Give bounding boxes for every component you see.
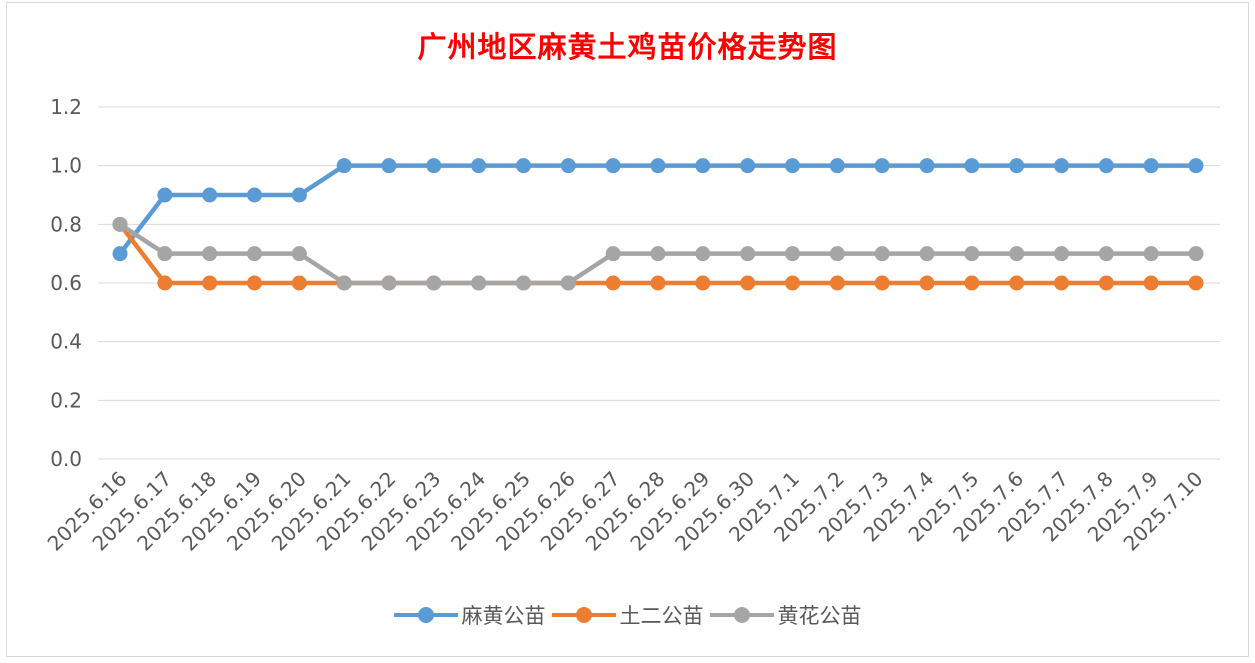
data-point xyxy=(560,158,576,174)
data-point xyxy=(336,275,352,291)
data-point xyxy=(605,275,621,291)
legend-swatch xyxy=(393,606,458,624)
legend-item: 黄花公苗 xyxy=(709,600,862,630)
data-point xyxy=(650,275,666,291)
data-point xyxy=(1098,158,1114,174)
data-point xyxy=(605,158,621,174)
series-3 xyxy=(112,216,1204,291)
data-point xyxy=(874,246,890,262)
y-tick-label: 1.2 xyxy=(50,95,82,119)
x-axis-ticks: 2025.6.162025.6.172025.6.182025.6.192025… xyxy=(43,467,1208,556)
y-axis-ticks: 0.0 0.2 0.4 0.6 0.8 1.0 1.2 xyxy=(50,95,82,471)
data-point xyxy=(1188,246,1204,262)
data-point xyxy=(1009,275,1025,291)
data-point xyxy=(291,187,307,203)
data-point xyxy=(605,246,621,262)
series-line xyxy=(117,163,1199,256)
data-point xyxy=(919,158,935,174)
data-point xyxy=(247,187,262,203)
data-point xyxy=(247,275,262,291)
data-point xyxy=(112,216,128,232)
legend-label: 麻黄公苗 xyxy=(461,604,546,628)
data-point xyxy=(202,246,218,262)
data-point xyxy=(471,158,487,174)
data-point xyxy=(1054,158,1069,174)
data-point xyxy=(1054,246,1069,262)
data-point xyxy=(740,158,756,174)
data-point xyxy=(1188,275,1204,291)
data-point xyxy=(785,246,800,262)
y-tick-label: 0.4 xyxy=(50,330,82,354)
data-point xyxy=(829,158,845,174)
data-point xyxy=(964,158,980,174)
data-point xyxy=(202,187,218,203)
data-point xyxy=(1143,275,1159,291)
data-point xyxy=(650,158,666,174)
data-point xyxy=(112,246,128,262)
data-point xyxy=(829,275,845,291)
data-point xyxy=(919,246,935,262)
data-point xyxy=(919,275,935,291)
data-point xyxy=(1143,158,1159,174)
data-point xyxy=(1143,246,1159,262)
chart-title: 广州地区麻黄土鸡苗价格走势图 xyxy=(417,30,838,64)
series-1 xyxy=(112,158,1204,262)
data-point xyxy=(964,246,980,262)
data-point xyxy=(695,246,711,262)
data-point xyxy=(560,275,576,291)
data-point xyxy=(426,158,442,174)
data-point xyxy=(516,275,531,291)
data-point xyxy=(874,158,890,174)
data-point xyxy=(829,246,845,262)
data-point xyxy=(247,246,262,262)
data-point xyxy=(1054,275,1069,291)
legend-swatch xyxy=(551,606,616,624)
data-point xyxy=(157,246,173,262)
data-point xyxy=(1009,246,1025,262)
data-point xyxy=(336,158,352,174)
legend-item: 土二公苗 xyxy=(551,600,704,630)
data-point xyxy=(785,275,800,291)
y-tick-label: 0.2 xyxy=(50,388,82,412)
data-point xyxy=(1098,246,1114,262)
data-point xyxy=(1009,158,1025,174)
data-point xyxy=(1188,158,1204,174)
data-point xyxy=(695,158,711,174)
data-point xyxy=(1098,275,1114,291)
series-lines xyxy=(112,158,1204,291)
data-point xyxy=(740,246,756,262)
y-tick-label: 0.0 xyxy=(50,447,82,471)
data-point xyxy=(381,275,397,291)
data-point xyxy=(291,275,307,291)
data-point xyxy=(381,158,397,174)
legend: 麻黄公苗 土二公苗 黄花公苗 xyxy=(0,600,1255,630)
data-point xyxy=(740,275,756,291)
legend-label: 黄花公苗 xyxy=(777,604,862,628)
data-point xyxy=(964,275,980,291)
y-tick-label: 1.0 xyxy=(50,154,82,178)
data-point xyxy=(516,158,531,174)
data-point xyxy=(695,275,711,291)
data-point xyxy=(650,246,666,262)
data-point xyxy=(291,246,307,262)
legend-item: 麻黄公苗 xyxy=(393,600,546,630)
legend-swatch xyxy=(709,606,774,624)
data-point xyxy=(202,275,218,291)
data-point xyxy=(874,275,890,291)
data-point xyxy=(426,275,442,291)
chart-frame xyxy=(6,2,1249,657)
y-tick-label: 0.6 xyxy=(50,271,82,295)
data-point xyxy=(785,158,800,174)
data-point xyxy=(157,275,173,291)
y-tick-label: 0.8 xyxy=(50,212,82,236)
data-point xyxy=(471,275,487,291)
legend-label: 土二公苗 xyxy=(619,604,704,628)
data-point xyxy=(157,187,173,203)
